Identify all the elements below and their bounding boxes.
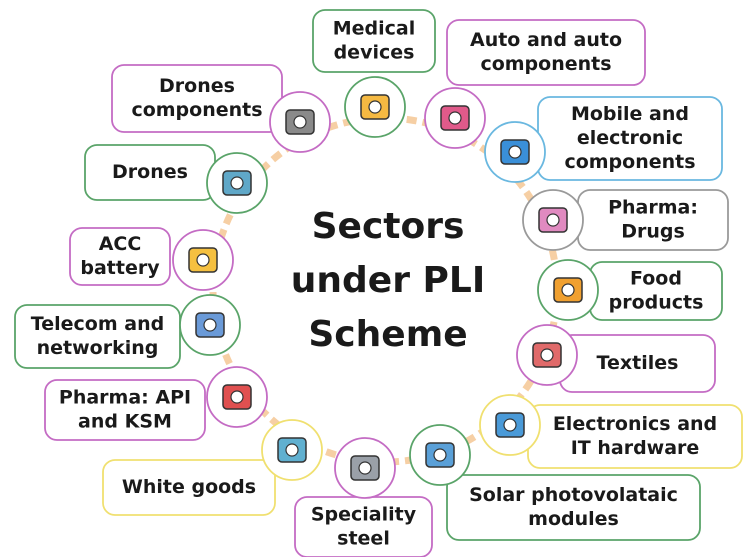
icon-detail [503,418,517,432]
label-line: products [609,292,704,314]
icon-detail [508,145,522,159]
icon-detail [285,443,299,457]
label-line: ACC [99,233,142,255]
label-box [312,9,436,73]
label-line: components [564,151,695,173]
label-line: Textiles [597,352,679,374]
label-line: Drones [159,75,235,97]
label-line: Pharma: [608,197,698,219]
label-line: Telecom and [31,313,164,335]
label-line: components [131,99,262,121]
icon-detail [448,111,462,125]
label-line: Pharma: API [59,387,191,409]
icon-detail [293,115,307,129]
icon-detail [368,100,382,114]
label-box [44,379,206,441]
label-line: Drones [112,161,188,183]
icon-detail [561,283,575,297]
title: Sectors under PLI Scheme [291,206,485,355]
label-line: Medical [333,18,416,40]
icon-detail [358,461,372,475]
title-line: Scheme [308,314,467,355]
label-box [14,304,181,369]
label-line: Mobile and [571,103,689,125]
title-line: under PLI [291,260,485,301]
label-line: components [480,53,611,75]
label-line: electronic [577,127,683,149]
label-box [102,459,276,516]
label-line: Solar photovolataic [469,484,678,506]
sector-node: Textiles [516,324,716,393]
label-box [446,19,646,86]
icon-detail [540,348,554,362]
label-line: Speciality [311,504,417,526]
title-line: Sectors [312,206,465,247]
icon-detail [230,176,244,190]
label-line: modules [528,508,619,530]
sector-node: Pharma:Drugs [522,189,729,251]
icon-detail [196,253,210,267]
label-box [69,227,171,286]
label-line: steel [337,528,390,550]
label-line: and KSM [78,411,172,433]
icon-detail [546,213,560,227]
icon-detail [433,448,447,462]
sector-node: Drones [84,144,268,214]
label-line: Electronics and [553,413,717,435]
label-box [446,474,701,541]
label-line: IT hardware [571,437,700,459]
label-line: Drugs [621,221,685,243]
label-line: battery [80,257,160,279]
label-line: Auto and auto [470,29,622,51]
sector-node: White goods [102,419,323,516]
icon-detail [203,318,217,332]
icon-detail [230,390,244,404]
label-line: devices [334,42,415,64]
label-line: networking [37,337,159,359]
label-line: White goods [122,476,256,498]
label-line: Food [630,268,682,290]
